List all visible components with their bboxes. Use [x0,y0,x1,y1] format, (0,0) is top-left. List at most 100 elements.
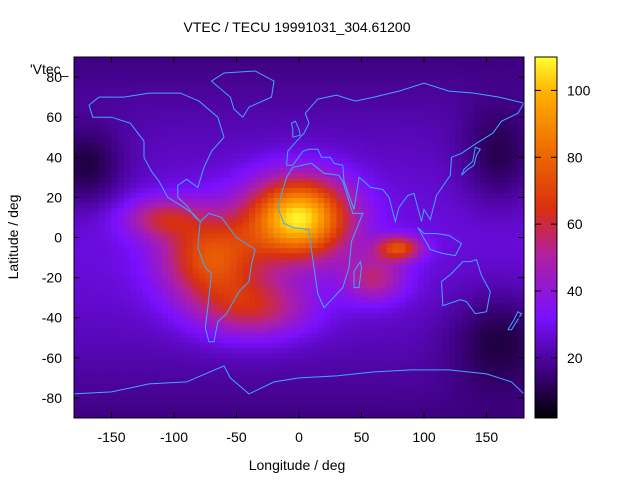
heatmap-cell [442,297,450,304]
heatmap-cell [174,252,181,259]
heatmap-cell [411,357,419,364]
heatmap-cell [392,147,400,153]
heatmap-cell [386,207,394,214]
heatmap-cell [274,357,281,364]
heatmap-cell [467,232,475,239]
heatmap-cell [286,377,294,384]
heatmap-cell [455,87,463,93]
heatmap-cell [174,322,181,329]
heatmap-cell [411,152,419,158]
heatmap-cell [299,167,306,173]
heatmap-cell [186,117,194,123]
heatmap-cell [274,232,281,239]
heatmap-cell [255,402,263,409]
heatmap-cell [374,217,381,224]
heatmap-cell [267,397,275,404]
heatmap-cell [167,347,175,354]
heatmap-cell [261,192,269,198]
heatmap-cell [392,357,400,364]
heatmap-cell [492,402,500,409]
heatmap-cell [261,112,269,118]
heatmap-cell [424,107,431,113]
heatmap-cell [411,282,419,289]
heatmap-cell [461,312,469,319]
heatmap-cell [499,307,506,314]
heatmap-cell [249,167,256,173]
heatmap-cell [217,382,225,389]
heatmap-cell [136,367,144,374]
heatmap-cell [149,72,156,78]
heatmap-cell [299,347,306,354]
heatmap-cell [449,292,456,299]
heatmap-cell [124,312,131,319]
heatmap-cell [249,307,256,314]
heatmap-cell [167,207,175,214]
heatmap-cell [217,107,225,113]
heatmap-cell [267,82,275,88]
heatmap-cell [236,292,244,299]
heatmap-cell [261,267,269,274]
heatmap-cell [255,102,263,108]
heatmap-cell [492,152,500,158]
heatmap-cell [199,267,206,274]
heatmap-cell [117,387,125,394]
heatmap-cell [317,342,325,349]
heatmap-cell [111,277,119,284]
heatmap-cell [99,217,106,224]
heatmap-cell [399,287,406,294]
heatmap-cell [386,62,394,68]
heatmap-cell [111,197,119,203]
heatmap-cell [124,292,131,299]
heatmap-cell [86,207,94,214]
heatmap-cell [105,307,113,314]
heatmap-cell [405,357,413,364]
heatmap-cell [317,212,325,219]
heatmap-cell [349,262,356,269]
heatmap-cell [274,282,281,289]
heatmap-cell [80,187,88,193]
heatmap-cell [361,402,369,409]
heatmap-cell [330,67,338,73]
heatmap-cell [386,112,394,118]
heatmap-cell [74,407,81,414]
heatmap-cell [411,312,419,319]
heatmap-cell [361,357,369,364]
heatmap-cell [405,157,413,163]
heatmap-cell [249,352,256,359]
heatmap-cell [286,337,294,344]
heatmap-cell [292,247,300,254]
heatmap-cell [405,82,413,88]
heatmap-cell [111,172,119,178]
heatmap-cell [430,67,438,73]
heatmap-cell [149,257,156,264]
heatmap-cell [224,387,231,394]
heatmap-cell [167,132,175,138]
heatmap-cell [405,397,413,404]
heatmap-cell [305,237,313,244]
heatmap-cell [167,222,175,229]
heatmap-cell [367,277,375,284]
heatmap-cell [280,382,288,389]
heatmap-cell [492,307,500,314]
heatmap-cell [411,237,419,244]
heatmap-cell [236,387,244,394]
heatmap-cell [492,272,500,279]
heatmap-cell [361,282,369,289]
heatmap-cell [255,117,263,123]
heatmap-cell [505,332,513,339]
heatmap-cell [111,217,119,224]
heatmap-cell [86,387,94,394]
heatmap-cell [149,407,156,414]
heatmap-cell [442,282,450,289]
heatmap-cell [299,252,306,259]
heatmap-cell [99,117,106,123]
heatmap-cell [467,197,475,203]
heatmap-cell [92,132,100,138]
heatmap-cell [142,347,150,354]
heatmap-cell [342,237,350,244]
heatmap-cell [461,242,469,249]
heatmap-cell [405,142,413,148]
heatmap-cell [299,402,306,409]
heatmap-cell [224,217,231,224]
heatmap-cell [180,332,188,339]
